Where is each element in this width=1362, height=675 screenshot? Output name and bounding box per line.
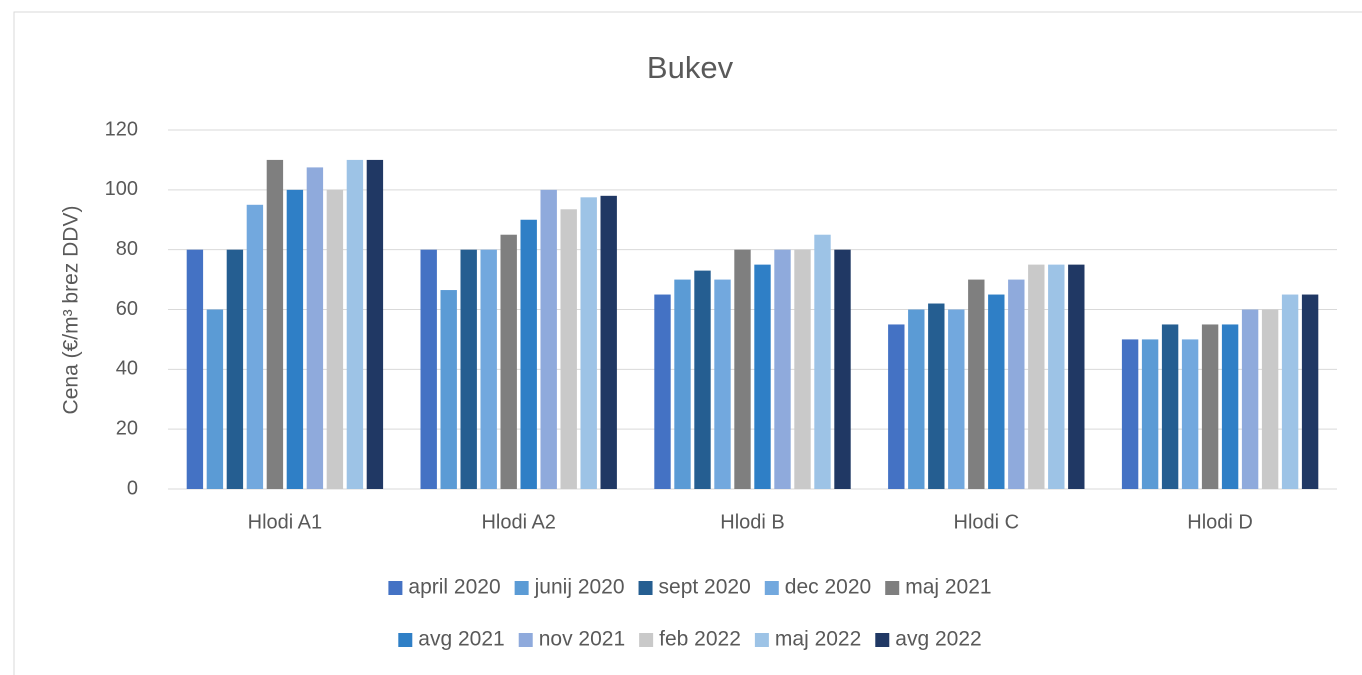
legend-swatch <box>875 633 890 647</box>
bar <box>988 294 1005 489</box>
y-tick-label: 60 <box>116 298 138 320</box>
x-tick-label: Hlodi A2 <box>481 511 556 533</box>
legend-label: avg 2022 <box>895 628 981 651</box>
y-tick-label: 20 <box>116 417 138 439</box>
y-tick-label: 40 <box>116 358 138 380</box>
bar <box>774 249 791 489</box>
bar <box>206 309 224 489</box>
bar <box>1261 309 1279 489</box>
bar <box>834 249 851 489</box>
legend-swatch <box>388 581 403 595</box>
x-tick-label: Hlodi C <box>954 511 1020 533</box>
y-tick-label: 0 <box>127 477 138 499</box>
bar <box>1201 324 1219 489</box>
legend-label: sept 2020 <box>659 576 751 599</box>
bar <box>186 249 204 489</box>
bar <box>226 249 244 489</box>
bar <box>580 197 597 489</box>
y-tick-label: 120 <box>105 118 138 140</box>
bar <box>1008 279 1025 489</box>
bar <box>306 167 324 490</box>
x-tick-label: Hlodi B <box>720 511 784 533</box>
bar <box>286 189 304 490</box>
legend-label: dec 2020 <box>785 576 871 599</box>
bar <box>1141 339 1159 489</box>
bar <box>420 249 437 489</box>
legend-label: avg 2021 <box>418 628 504 651</box>
bar <box>754 264 771 489</box>
bar <box>888 324 905 489</box>
legend-swatch <box>398 633 413 647</box>
bar <box>1161 324 1179 489</box>
bar <box>1068 264 1085 489</box>
legend-swatch <box>518 633 533 647</box>
bar <box>460 249 477 489</box>
bar <box>366 159 384 489</box>
bar <box>326 189 344 490</box>
bar <box>600 195 617 490</box>
legend-swatch <box>639 633 654 647</box>
legend-label: junij 2020 <box>534 576 625 599</box>
bar <box>968 279 985 489</box>
bar <box>346 159 364 489</box>
legend-swatch <box>754 633 769 647</box>
bar <box>654 294 671 489</box>
bar <box>440 290 457 489</box>
bar <box>1121 339 1139 489</box>
bar <box>520 219 537 489</box>
legend-label: nov 2021 <box>539 628 625 651</box>
bar <box>1028 264 1045 489</box>
bar <box>734 249 751 489</box>
legend-label: feb 2022 <box>659 628 741 651</box>
legend-label: april 2020 <box>408 576 500 599</box>
bar <box>1241 309 1259 489</box>
bar <box>814 234 831 489</box>
bar <box>674 279 691 489</box>
bar <box>480 249 497 489</box>
bar <box>928 303 945 489</box>
bar <box>1221 324 1239 489</box>
legend-swatch <box>638 581 653 595</box>
legend-swatch <box>764 581 779 595</box>
legend-swatch <box>885 581 900 595</box>
legend-label: maj 2021 <box>905 576 991 599</box>
chart-title: Bukev <box>647 50 734 85</box>
bar <box>1301 294 1319 489</box>
bar <box>714 279 731 489</box>
bar <box>266 159 284 489</box>
bar <box>246 204 264 489</box>
y-tick-label: 80 <box>116 238 138 260</box>
bar <box>794 249 811 489</box>
bar <box>948 309 965 489</box>
bar <box>1281 294 1299 489</box>
bar <box>500 234 517 489</box>
x-tick-label: Hlodi A1 <box>248 511 323 533</box>
y-tick-label: 100 <box>105 178 138 200</box>
bar <box>540 189 557 490</box>
bar <box>908 309 925 489</box>
legend-label: maj 2022 <box>775 628 861 651</box>
y-axis-label: Cena (€/m³ brez DDV) <box>60 206 83 415</box>
x-tick-label: Hlodi D <box>1187 511 1253 533</box>
legend-swatch <box>514 581 529 595</box>
bar <box>694 270 711 489</box>
bar <box>1048 264 1065 489</box>
bar <box>560 209 577 489</box>
bar <box>1181 339 1199 489</box>
